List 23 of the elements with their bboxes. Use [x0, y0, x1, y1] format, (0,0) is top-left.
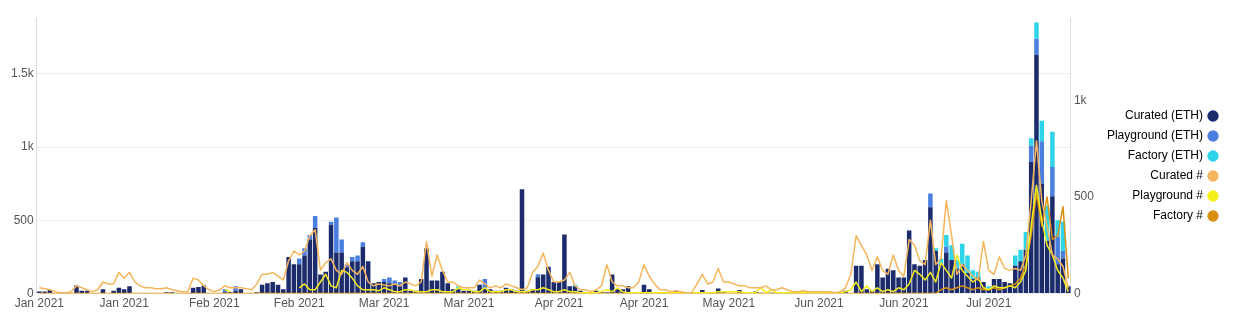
y2-tick-label: 0	[1073, 285, 1081, 300]
y-tick-label: 1.5k	[10, 66, 35, 81]
x-tick-label: Jul 2021	[966, 296, 1012, 311]
x-tick-label: Jan 2021	[99, 296, 150, 311]
legend-label: Factory (ETH)	[1127, 148, 1203, 163]
x-tick-label: Jun 2021	[794, 296, 845, 311]
y-tick-label: 500	[13, 212, 34, 227]
legend-label: Factory #	[1152, 208, 1204, 223]
x-tick-label: Mar 2021	[358, 296, 410, 311]
y2-tick-label: 500	[1073, 189, 1095, 204]
x-tick-label: Apr 2021	[619, 296, 669, 311]
legend-label: Playground (ETH)	[1106, 128, 1203, 143]
legend-label: Playground #	[1132, 188, 1204, 203]
x-tick-label: Mar 2021	[443, 296, 495, 311]
x-tick-label: Feb 2021	[273, 296, 325, 311]
x-tick-label: Jun 2021	[879, 296, 929, 311]
legend-label: Curated (ETH)	[1124, 108, 1203, 123]
y2-tick-label: 1k	[1073, 92, 1088, 107]
x-tick-label: May 2021	[702, 296, 756, 311]
legend-label: Curated #	[1150, 168, 1204, 183]
x-tick-label: Feb 2021	[189, 296, 241, 311]
x-tick-label: Apr 2021	[534, 296, 584, 311]
y-tick-label: 1k	[20, 139, 35, 154]
